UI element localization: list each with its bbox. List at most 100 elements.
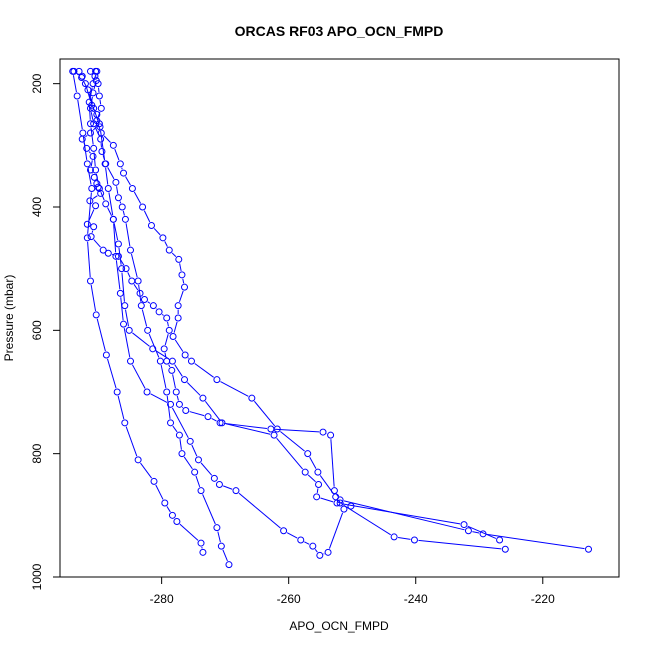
series-segment [123,328,131,358]
data-point [248,394,256,402]
data-point [280,527,288,535]
data-point [83,144,91,152]
series-segment [194,363,214,378]
series-segment [179,523,199,541]
series-segment [125,176,131,186]
series-segment [85,134,88,138]
series-segment [155,350,170,360]
series-segment [117,395,125,420]
x-tick-label: -240 [404,592,428,606]
data-point [139,203,147,211]
data-point [313,493,321,501]
data-point [86,197,94,205]
data-point [101,160,109,168]
series-segment [132,332,150,347]
series-segment [95,173,100,185]
data-point [95,185,103,192]
series-segment [93,75,97,80]
series-segment [107,358,117,389]
data-point [90,223,98,231]
data-point [90,144,98,152]
data-point [78,74,86,81]
series-segment [164,334,169,346]
series-segment [204,401,220,420]
x-tick-label: -220 [531,592,555,606]
data-point [134,277,142,285]
data-point [194,456,202,464]
data-point [109,215,117,223]
series-segment [131,364,146,389]
chart-title: ORCAS RF03 APO_OCN_FMPD [235,23,444,39]
data-point [163,314,171,322]
series-segment [99,99,102,105]
data-point [165,326,173,334]
series-segment [160,364,167,389]
data-point [84,86,92,94]
series-segment [125,309,130,327]
series-segment [320,497,334,503]
series-segment [105,167,109,185]
data-point [333,499,341,507]
x-tick-label: -280 [150,592,174,606]
data-point [215,481,223,488]
data-point [213,376,221,384]
series-segment [82,80,87,87]
series-segment [100,130,106,160]
series-segment [140,462,153,479]
data-point [273,425,281,433]
data-point [96,123,104,131]
data-point [165,246,173,254]
data-point [113,388,121,396]
series-segment [191,444,198,457]
data-point [410,536,418,544]
data-point [336,499,344,507]
data-point [118,203,126,211]
series-segment [77,99,83,130]
data-point [197,539,205,547]
data-point [168,511,176,519]
data-point [89,89,97,97]
data-point [147,222,155,229]
series-segment [87,192,92,234]
series-segment [280,431,305,452]
series-segment [223,422,267,430]
data-point [144,326,152,334]
series-segment [72,75,77,93]
data-point [86,166,94,174]
data-point [163,388,171,396]
x-tick-label: -260 [277,592,301,606]
series-segment [90,127,94,145]
data-point [216,419,224,427]
data-point [175,255,183,263]
data-point [90,104,98,112]
data-point [232,487,240,495]
series-segment [121,167,123,170]
series-segment [113,223,117,253]
series-segment [90,284,97,312]
data-point [88,185,96,192]
series-segment [122,210,125,216]
data-point [319,428,327,436]
data-point [175,431,183,439]
series-segment [90,160,93,167]
series-segment [100,192,105,201]
series-segment [108,192,114,216]
series-segment [103,135,111,143]
data-point [210,474,218,482]
series-segment [343,504,392,536]
series-segment [319,475,334,494]
series-segment [88,209,95,221]
data-point [114,252,122,260]
data-point [92,311,100,319]
data-point [102,351,110,359]
data-point [73,92,81,100]
data-point [496,536,504,544]
data-point [204,413,212,421]
series-5 [70,67,355,559]
series-segment [114,148,120,161]
series-segment [143,210,151,223]
series-6 [85,67,504,544]
y-tick-label: 800 [30,443,44,463]
series-segment [316,488,319,493]
series-segment [120,259,125,266]
